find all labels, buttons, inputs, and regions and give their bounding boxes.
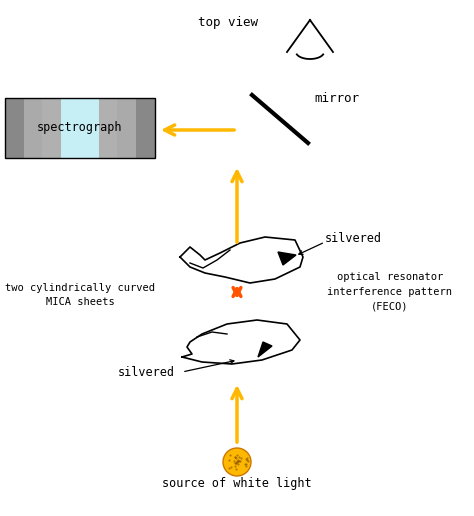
Text: silvered: silvered [325, 232, 382, 245]
Bar [43, 98, 61, 158]
Text: optical resonator
interference pattern
(FECO): optical resonator interference pattern (… [328, 272, 453, 312]
Text: spectrograph: spectrograph [37, 121, 123, 135]
Bar [5, 98, 24, 158]
Bar [61, 98, 80, 158]
Text: silvered: silvered [118, 365, 175, 379]
Bar [99, 98, 118, 158]
Polygon shape [258, 342, 272, 357]
Circle shape [223, 448, 251, 476]
Text: source of white light: source of white light [162, 477, 312, 491]
Text: top view: top view [198, 16, 258, 29]
Bar [80, 98, 99, 158]
Bar [118, 98, 136, 158]
Text: mirror: mirror [314, 92, 359, 105]
Text: two cylindrically curved
MICA sheets: two cylindrically curved MICA sheets [5, 283, 155, 308]
Bar [24, 98, 43, 158]
Bar [5, 98, 155, 158]
Polygon shape [278, 252, 296, 265]
Bar [136, 98, 155, 158]
